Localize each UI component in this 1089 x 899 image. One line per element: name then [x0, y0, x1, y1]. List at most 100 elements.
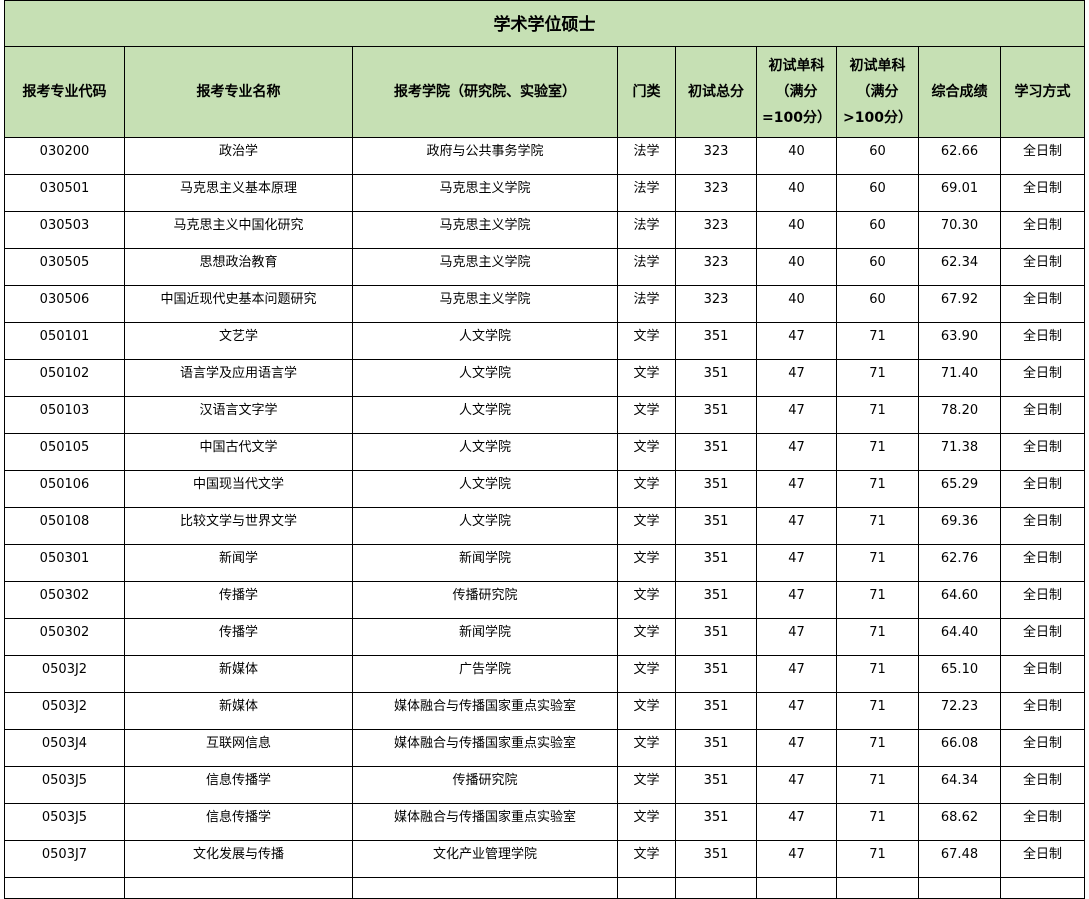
cell-school: 人文学院 [352, 322, 618, 360]
cell-category: 文学 [617, 840, 676, 878]
cell-school: 马克思主义学院 [352, 285, 618, 323]
cell-major-name: 马克思主义基本原理 [124, 174, 353, 212]
empty-cell [999, 877, 1086, 899]
cell-school: 马克思主义学院 [352, 174, 618, 212]
cell-major-code: 0503J7 [4, 840, 125, 878]
cell-school: 新闻学院 [352, 544, 618, 582]
cell-single-subject-over-100: 60 [836, 211, 919, 249]
cell-total-score: 351 [675, 581, 757, 619]
cell-total-score: 351 [675, 322, 757, 360]
table-row: 030200 政治学 政府与公共事务学院 法学 323 40 60 62.66 全日制 [4, 137, 1086, 175]
cell-major-code: 050101 [4, 322, 125, 360]
cell-study-mode: 全日制 [999, 211, 1086, 249]
cell-category: 文学 [617, 433, 676, 471]
cell-single-subject-100: 47 [756, 655, 837, 693]
table-row: 030503 马克思主义中国化研究 马克思主义学院 法学 323 40 60 70.30 全日制 [4, 211, 1086, 249]
cell-single-subject-100: 40 [756, 174, 837, 212]
cell-major-code: 0503J5 [4, 766, 125, 804]
cell-single-subject-over-100: 71 [836, 470, 919, 508]
cell-single-subject-over-100: 71 [836, 396, 919, 434]
empty-cell [918, 877, 1001, 899]
cell-major-name: 互联网信息 [124, 729, 353, 767]
cell-composite-score: 62.76 [918, 544, 1001, 582]
cell-school: 媒体融合与传播国家重点实验室 [352, 692, 618, 730]
cell-study-mode: 全日制 [999, 359, 1086, 397]
cell-category: 文学 [617, 618, 676, 656]
table-row: 050301 新闻学 新闻学院 文学 351 47 71 62.76 全日制 [4, 544, 1086, 582]
cell-composite-score: 62.66 [918, 137, 1001, 175]
table-row: 050101 文艺学 人文学院 文学 351 47 71 63.90 全日制 [4, 322, 1086, 360]
table-row: 050108 比较文学与世界文学 人文学院 文学 351 47 71 69.36 全日制 [4, 507, 1086, 545]
cell-category: 文学 [617, 766, 676, 804]
cell-single-subject-over-100: 71 [836, 544, 919, 582]
cell-study-mode: 全日制 [999, 248, 1086, 286]
cell-single-subject-100: 40 [756, 211, 837, 249]
cell-major-code: 030506 [4, 285, 125, 323]
cell-study-mode: 全日制 [999, 840, 1086, 878]
cell-total-score: 351 [675, 544, 757, 582]
cell-composite-score: 64.34 [918, 766, 1001, 804]
cell-composite-score: 78.20 [918, 396, 1001, 434]
empty-cell [124, 877, 353, 899]
cell-single-subject-over-100: 71 [836, 729, 919, 767]
cell-category: 文学 [617, 729, 676, 767]
header-single-subject-100: 初试单科（满分=100分） [756, 46, 837, 138]
cell-single-subject-over-100: 60 [836, 174, 919, 212]
cell-composite-score: 64.40 [918, 618, 1001, 656]
cell-single-subject-100: 40 [756, 285, 837, 323]
cell-composite-score: 67.48 [918, 840, 1001, 878]
header-school: 报考学院（研究院、实验室） [352, 46, 618, 138]
cell-single-subject-100: 47 [756, 692, 837, 730]
cell-study-mode: 全日制 [999, 396, 1086, 434]
cell-composite-score: 64.60 [918, 581, 1001, 619]
cell-single-subject-100: 47 [756, 433, 837, 471]
cell-school: 传播研究院 [352, 581, 618, 619]
cell-single-subject-over-100: 71 [836, 322, 919, 360]
table-row: 0503J7 文化发展与传播 文化产业管理学院 文学 351 47 71 67.48 全日制 [4, 840, 1086, 878]
title-row: 学术学位硕士 [3, 0, 1086, 47]
cell-major-code: 050302 [4, 581, 125, 619]
cell-major-name: 中国近现代史基本问题研究 [124, 285, 353, 323]
cell-single-subject-100: 40 [756, 137, 837, 175]
cell-single-subject-100: 47 [756, 396, 837, 434]
table-row: 0503J5 信息传播学 传播研究院 文学 351 47 71 64.34 全日制 [4, 766, 1086, 804]
cell-study-mode: 全日制 [999, 692, 1086, 730]
cell-school: 文化产业管理学院 [352, 840, 618, 878]
cell-total-score: 323 [675, 137, 757, 175]
cell-total-score: 351 [675, 618, 757, 656]
cell-school: 广告学院 [352, 655, 618, 693]
cell-single-subject-100: 47 [756, 729, 837, 767]
cell-category: 文学 [617, 655, 676, 693]
table-row-partial [4, 877, 1086, 899]
cell-single-subject-100: 47 [756, 803, 837, 841]
cell-single-subject-100: 47 [756, 470, 837, 508]
cell-major-name: 新媒体 [124, 655, 353, 693]
header-total-score: 初试总分 [675, 46, 757, 138]
cell-study-mode: 全日制 [999, 544, 1086, 582]
cell-category: 文学 [617, 507, 676, 545]
cell-composite-score: 69.36 [918, 507, 1001, 545]
cell-major-code: 0503J4 [4, 729, 125, 767]
cell-school: 人文学院 [352, 396, 618, 434]
cell-total-score: 323 [675, 285, 757, 323]
cell-major-code: 050102 [4, 359, 125, 397]
cell-composite-score: 68.62 [918, 803, 1001, 841]
cell-single-subject-over-100: 71 [836, 359, 919, 397]
cell-total-score: 351 [675, 692, 757, 730]
cell-major-name: 政治学 [124, 137, 353, 175]
cell-composite-score: 65.10 [918, 655, 1001, 693]
cell-single-subject-100: 40 [756, 248, 837, 286]
cell-school: 人文学院 [352, 507, 618, 545]
cell-major-code: 050105 [4, 433, 125, 471]
cell-category: 文学 [617, 359, 676, 397]
cell-total-score: 351 [675, 803, 757, 841]
cell-study-mode: 全日制 [999, 618, 1086, 656]
cell-category: 法学 [617, 248, 676, 286]
cell-total-score: 351 [675, 766, 757, 804]
cell-total-score: 351 [675, 507, 757, 545]
cell-major-code: 0503J2 [4, 692, 125, 730]
empty-cell [756, 877, 837, 899]
cell-category: 法学 [617, 174, 676, 212]
cell-major-code: 050103 [4, 396, 125, 434]
cell-single-subject-100: 47 [756, 840, 837, 878]
